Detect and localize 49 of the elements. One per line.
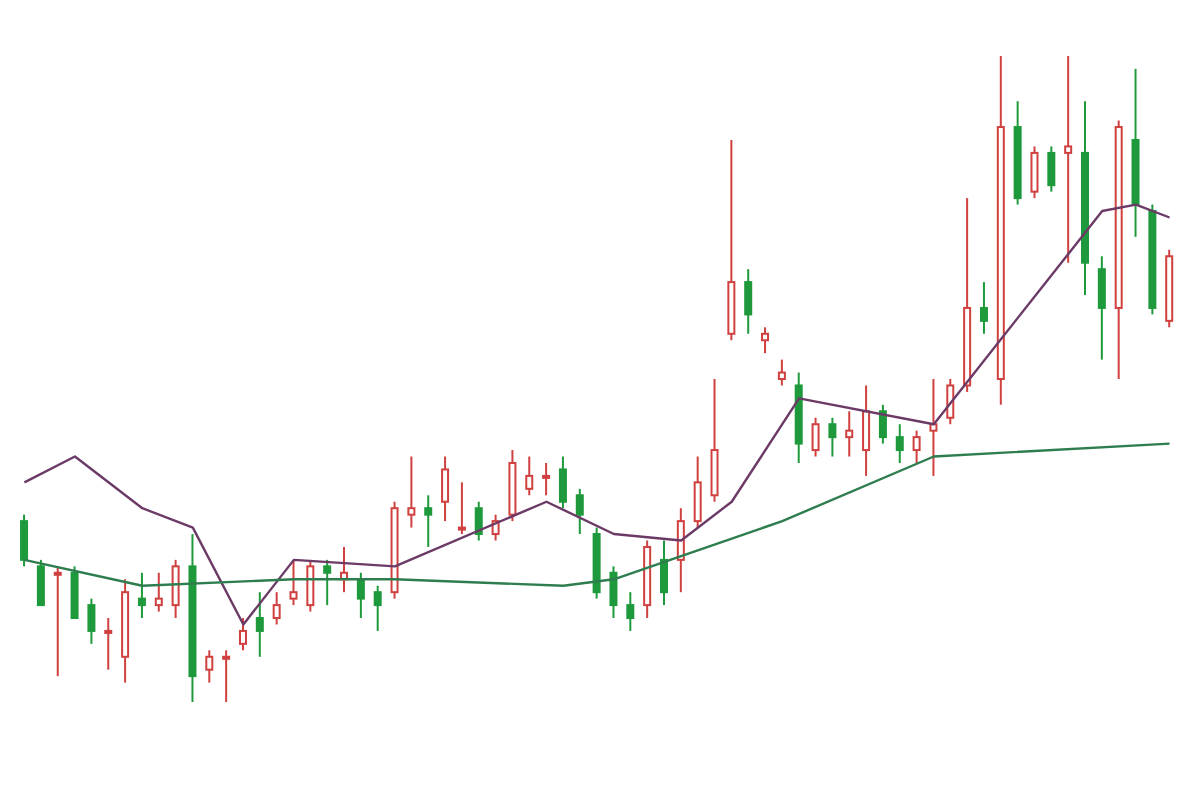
candlestick	[154, 571, 163, 613]
candlestick	[272, 591, 281, 626]
candlestick	[407, 455, 416, 529]
candlestick	[87, 597, 96, 645]
candlestick	[558, 455, 567, 510]
candlestick	[323, 558, 332, 607]
candlestick	[36, 558, 45, 607]
candlestick	[1047, 145, 1056, 193]
candlestick	[441, 455, 450, 523]
candlestick	[424, 494, 433, 548]
candlestick	[828, 416, 837, 458]
candlestick	[222, 649, 231, 702]
candlestick	[104, 617, 113, 671]
candlestick	[137, 571, 146, 620]
candlestick	[1097, 255, 1106, 361]
candlestick	[878, 403, 887, 445]
candlestick	[20, 513, 29, 568]
candlestick	[693, 455, 702, 529]
candlestick	[845, 410, 854, 458]
candlestick	[542, 461, 551, 497]
candlestick	[1064, 56, 1073, 264]
candlestick	[1030, 145, 1039, 200]
candlestick	[710, 378, 719, 503]
candlestick	[289, 558, 298, 607]
candlestick	[777, 358, 786, 387]
candlestick	[929, 378, 938, 477]
candlestick	[979, 281, 988, 335]
candlestick	[744, 268, 753, 335]
candlestick	[238, 617, 247, 652]
candlestick	[53, 565, 62, 678]
candlestick	[70, 565, 79, 620]
candlestick	[255, 591, 264, 658]
candlestick	[306, 558, 315, 613]
candlestick	[457, 481, 466, 536]
candlestick	[373, 584, 382, 632]
candlestick	[474, 500, 483, 542]
candlestick	[811, 416, 820, 458]
candlestick	[609, 565, 618, 620]
candlestick	[575, 487, 584, 536]
candlestick	[626, 591, 635, 632]
candlestick	[659, 539, 668, 607]
candlestick	[912, 429, 921, 464]
candlestick	[525, 455, 534, 497]
candlestick	[205, 649, 214, 684]
candlestick	[761, 326, 770, 355]
candlestick	[356, 571, 365, 620]
candlestick	[171, 558, 180, 620]
candlestick	[862, 384, 871, 477]
candlestick	[895, 423, 904, 464]
